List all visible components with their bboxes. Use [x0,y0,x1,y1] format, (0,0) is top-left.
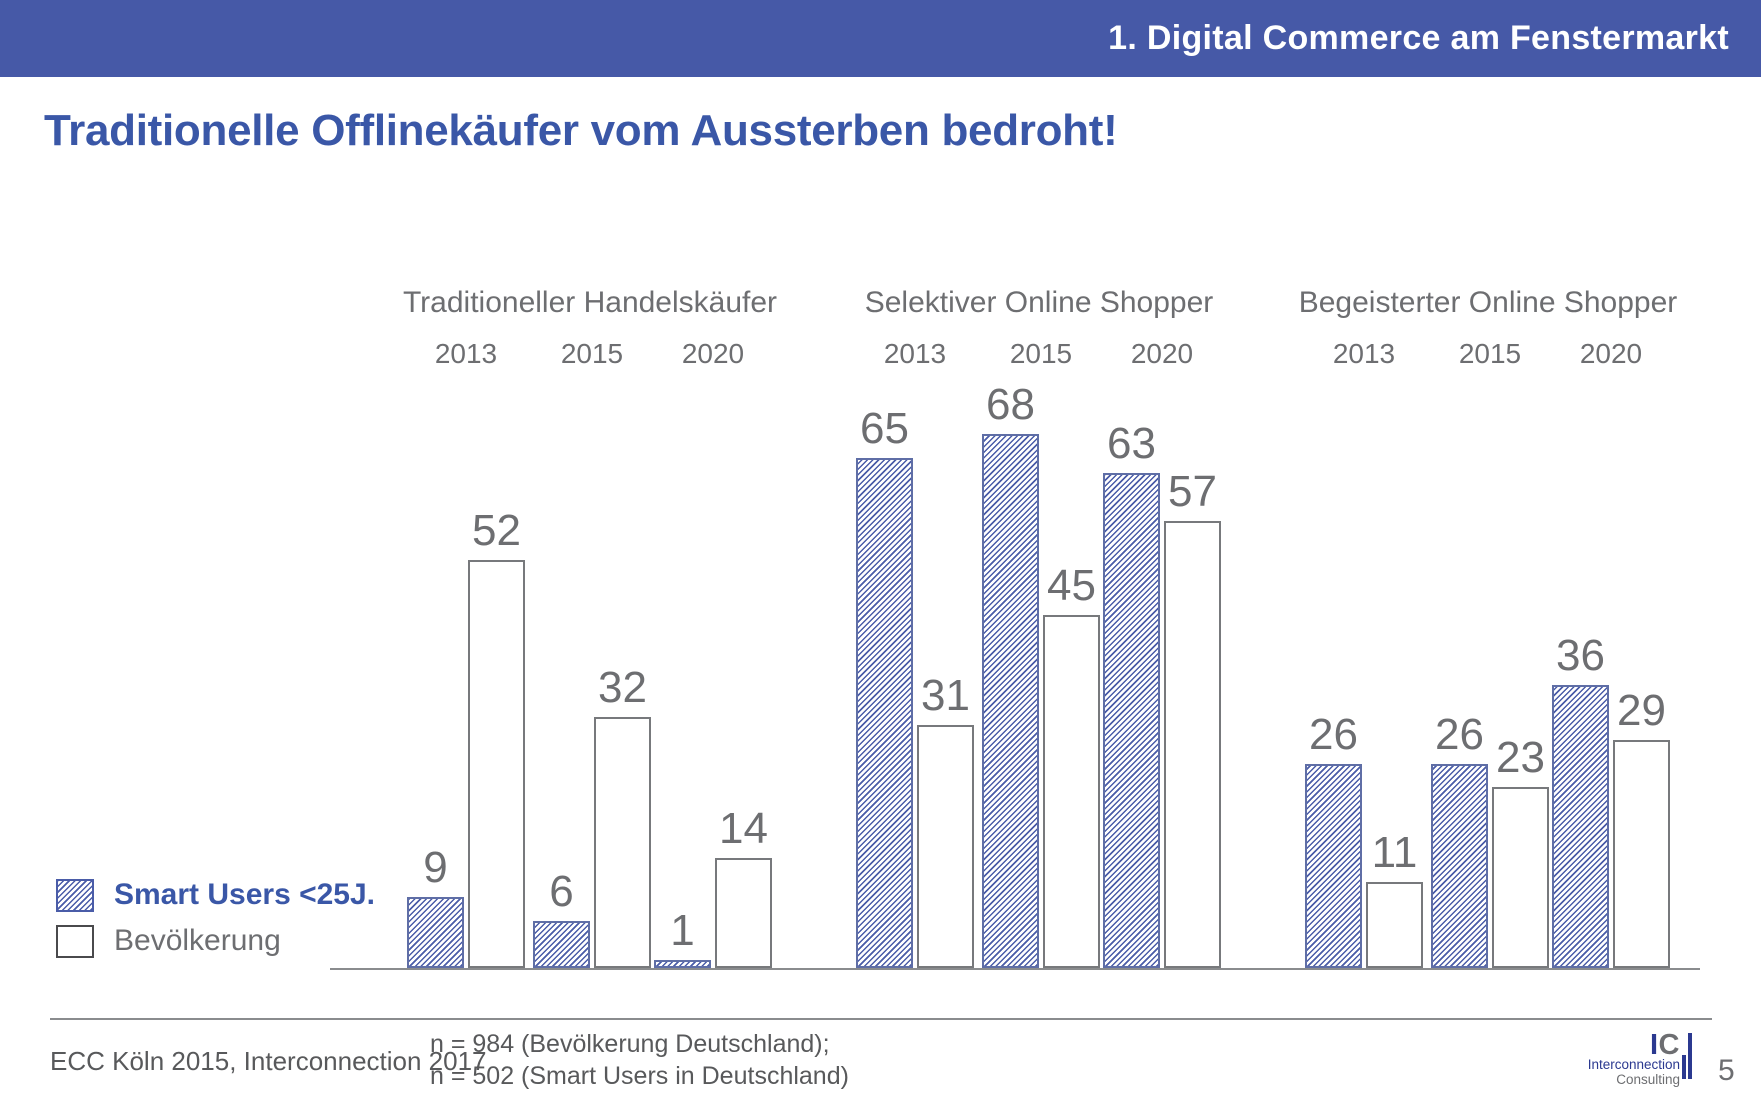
year-label: 2015 [1009,338,1073,369]
bar-value-label: 68 [986,380,1035,429]
year-label: 2013 [434,338,498,369]
bar-bevoelkerung: 52 [468,506,525,968]
bar-smart-users: 63 [1103,419,1160,968]
logo-letter-c: C [1658,1029,1680,1061]
bar-value-label: 11 [1371,828,1418,877]
chart-group: Begeisterter Online Shopper 2013 26 11 2015 2… [1299,280,1677,968]
year-label: 2015 [560,338,624,369]
bar-value-label: 23 [1496,733,1545,782]
bar-bevoelkerung: 32 [594,663,651,968]
footer-sample-line2: n = 502 (Smart Users in Deutschland) [430,1062,849,1090]
footer-sample-sizes: n = 984 (Bevölkerung Deutschland); n = 5… [430,1028,849,1092]
group-header: Begeisterter Online Shopper [1298,286,1678,319]
legend-swatch-smart-users [56,878,94,912]
logo-text-interconnection: Interconnection [1587,1057,1680,1072]
year-label: 2020 [681,338,745,369]
bar-value-label: 45 [1047,561,1096,610]
bar-smart-users: 6 [533,867,590,968]
bar-smart-users: 9 [407,843,464,968]
logo-letter-i: I [1649,1029,1659,1061]
bar-value-label: 32 [598,663,647,712]
interconnection-logo: IC Interconnection Consulting [1588,1029,1694,1088]
chart-group: Selektiver Online Shopper 2013 65 31 2015 68 4… [856,280,1222,968]
year-label: 2015 [1458,338,1522,369]
bar-bevoelkerung: 45 [1043,561,1100,968]
breadcrumb: 1. Digital Commerce am Fenstermarkt [1108,19,1729,57]
bar-value-label: 57 [1168,467,1217,516]
bar-value-label: 65 [860,404,909,453]
bar-bevoelkerung: 31 [917,671,974,968]
page-title: Traditionelle Offlinekäufer vom Aussterb… [44,106,1118,155]
bar-smart-users: 26 [1305,710,1362,968]
year-label: 2020 [1130,338,1194,369]
year-label: 2013 [1332,338,1396,369]
bar-bevoelkerung: 11 [1366,828,1423,968]
bar-value-label: 26 [1435,710,1484,759]
footer-source: ECC Köln 2015, Interconnection 2017 [50,1046,487,1076]
logo-text-consulting: Consulting [1616,1072,1680,1087]
page-number: 5 [1718,1054,1735,1087]
bar-value-label: 1 [670,906,695,955]
bar-smart-users: 1 [654,906,711,968]
bar-value-label: 6 [549,867,574,916]
logo-bar-short [1682,1055,1686,1079]
bar-value-label: 52 [472,506,521,555]
bar-chart: Traditioneller Handelskäufer 2013 9 52 2015 6… [330,280,1700,970]
logo-ic-mark: IC [1649,1029,1680,1061]
legend-row-smart-users: Smart Users <25J. [56,878,375,912]
bar-value-label: 31 [921,671,970,720]
logo-bar-tall [1688,1033,1692,1079]
bar-smart-users: 65 [856,404,913,968]
chart-group: Traditioneller Handelskäufer 2013 9 52 2015 6… [403,280,777,968]
year-label: 2020 [1579,338,1643,369]
bar-value-label: 29 [1617,686,1666,735]
chart-legend: Smart Users <25J. Bevölkerung [56,878,375,970]
bar-value-label: 63 [1107,419,1156,468]
top-banner: 1. Digital Commerce am Fenstermarkt [0,0,1761,77]
legend-label-smart-users: Smart Users <25J. [114,878,376,911]
bar-value-label: 9 [423,843,448,892]
bar-bevoelkerung: 14 [715,804,772,968]
footer-sample-line1: n = 984 (Bevölkerung Deutschland); [430,1030,830,1058]
bar-value-label: 36 [1556,631,1605,680]
year-label: 2013 [883,338,947,369]
bar-bevoelkerung: 29 [1613,686,1670,968]
group-header: Traditioneller Handelskäufer [402,286,778,319]
bar-value-label: 14 [719,804,768,853]
legend-swatch-bevoelkerung [56,924,94,958]
bar-bevoelkerung: 23 [1492,733,1549,968]
bar-smart-users: 68 [982,380,1039,968]
bar-smart-users: 26 [1431,710,1488,968]
footer-divider [50,1018,1712,1020]
bar-value-label: 26 [1309,710,1358,759]
group-header: Selektiver Online Shopper [864,286,1214,319]
bar-smart-users: 36 [1552,631,1609,968]
legend-row-bevoelkerung: Bevölkerung [56,924,375,958]
bar-bevoelkerung: 57 [1164,467,1221,968]
legend-label-bevoelkerung: Bevölkerung [114,924,281,957]
